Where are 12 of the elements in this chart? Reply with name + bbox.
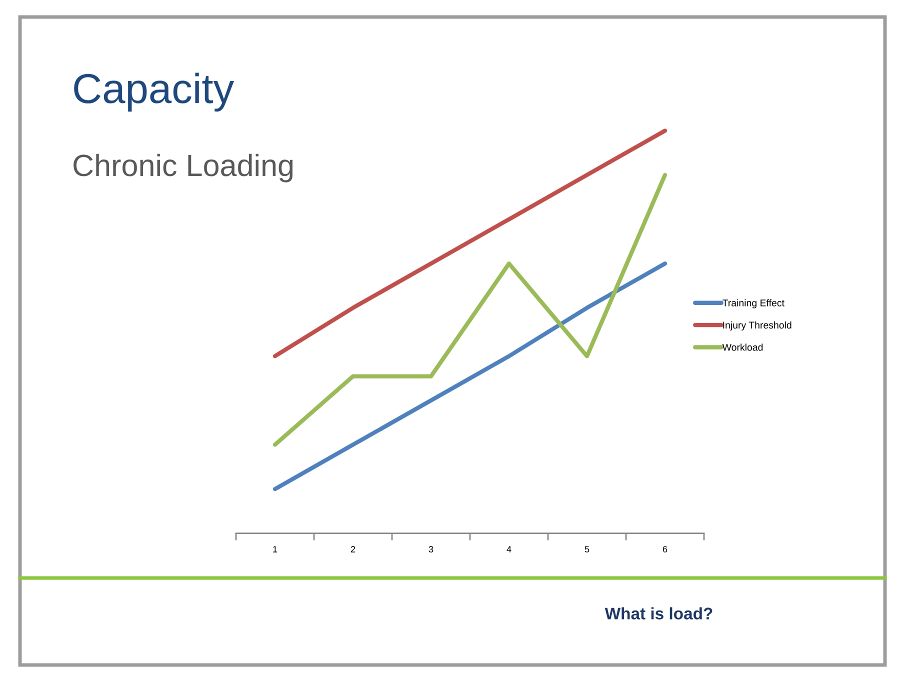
- text: What is load?: [604, 607, 712, 620]
- legend-label: Injury Threshold: [723, 321, 792, 330]
- x-tick-label: 1: [273, 546, 278, 552]
- x-tick-label: 2: [350, 546, 356, 552]
- x-tick-label: 5: [584, 546, 590, 552]
- x-tick-label: 4: [506, 546, 512, 552]
- text: Chronic Loading: [74, 154, 293, 182]
- legend-label: Training Effect: [722, 299, 784, 308]
- chart-title: Capacity: [74, 72, 234, 112]
- x-tick-label: 6: [662, 546, 668, 552]
- legend-label: Workload: [722, 344, 763, 351]
- x-tick-label: 3: [428, 546, 434, 552]
